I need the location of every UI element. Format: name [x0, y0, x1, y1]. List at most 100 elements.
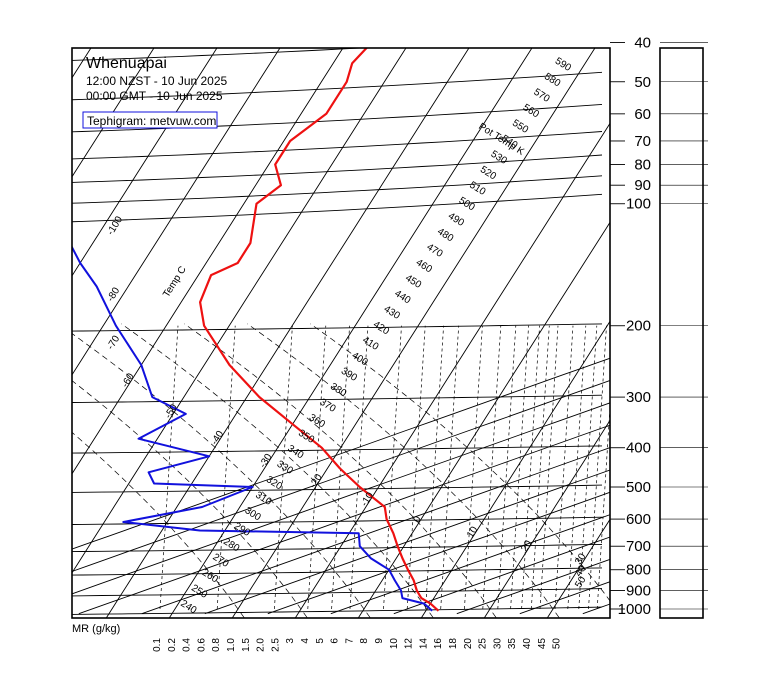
- isotherm-line: [0, 24, 43, 617]
- temperature-profile: [199, 48, 440, 612]
- pressure-label: 200: [626, 318, 651, 335]
- mixing-ratio-label: 8: [359, 638, 370, 644]
- mixing-ratio-line: [567, 325, 587, 610]
- isobar-line: [72, 154, 603, 183]
- mixing-ratio-label: 18: [448, 638, 459, 650]
- isotherm-label: -70: [105, 333, 122, 351]
- pressure-label: 60: [634, 106, 651, 123]
- mixing-ratio-label: 20: [463, 638, 474, 650]
- mixing-ratio-label: 10: [389, 638, 400, 650]
- isotherm-label: 0: [412, 514, 425, 525]
- temp-axis-label: Temp C: [161, 265, 189, 300]
- mixing-ratio-line: [274, 325, 293, 610]
- isentrope-label: 500: [457, 195, 477, 213]
- isotherm-line: [737, 24, 760, 617]
- mixing-ratio-line: [440, 325, 460, 610]
- mixing-ratio-label: 0.6: [196, 638, 207, 652]
- mixing-ratio-label: 3: [285, 638, 296, 644]
- pressure-label: 300: [626, 389, 651, 406]
- isobar-line: [72, 323, 603, 332]
- isentrope-label: 440: [392, 288, 412, 306]
- isentrope-label: 390: [339, 366, 359, 384]
- mixing-ratio-line: [331, 325, 350, 610]
- moist-adiabat-line: [72, 431, 245, 618]
- mixing-ratio-label: 7: [344, 638, 355, 644]
- isotherm-line: [547, 518, 610, 618]
- isentrope-label: 520: [478, 164, 498, 182]
- mixing-ratio-label: 25: [478, 638, 489, 650]
- isentrope-label: 260: [200, 567, 220, 585]
- pressure-label: 70: [634, 133, 651, 150]
- mixing-ratio-line: [349, 325, 369, 610]
- mixing-ratio-line: [307, 325, 327, 610]
- moist-adiabat-line: [310, 323, 610, 602]
- pressure-label: 40: [634, 35, 651, 52]
- isentrope-line: [141, 447, 610, 615]
- moist-adiabat-line: [121, 323, 434, 618]
- mixing-ratio-label: 12: [404, 638, 415, 650]
- isentrope-label: 410: [360, 335, 380, 353]
- gmt-time: 00:00 GMT - 10 Jun 2025: [86, 89, 223, 103]
- mixing-ratio-label: 35: [507, 638, 518, 650]
- isentrope-line: [709, 290, 760, 613]
- isentrope-label: 240: [178, 598, 198, 616]
- isentrope-label: 340: [285, 443, 305, 461]
- isentrope-label: 460: [414, 257, 434, 275]
- isotherm-label: -60: [120, 371, 137, 389]
- isobar-line: [72, 445, 603, 454]
- isentrope-label: 490: [446, 211, 466, 229]
- mixing-ratio-label: 40: [522, 638, 533, 650]
- pressure-label: 1000: [618, 601, 651, 618]
- isobar-line: [72, 516, 603, 525]
- pressure-label: 500: [626, 479, 651, 496]
- pressure-label: 800: [626, 562, 651, 579]
- isentrope-label: 360: [307, 412, 327, 430]
- isentrope-label: 380: [328, 381, 348, 399]
- local-time: 12:00 NZST - 10 Jun 2025: [86, 74, 228, 88]
- isobar-line: [72, 103, 603, 133]
- mixing-ratio-label: 2.5: [270, 638, 281, 652]
- isotherm-label: -80: [105, 285, 122, 303]
- isotherm-line: [295, 122, 610, 618]
- isentrope-line: [72, 402, 610, 595]
- isentrope-label: 510: [467, 180, 487, 198]
- isentrope-label: 300: [243, 505, 263, 523]
- pressure-label: 90: [634, 177, 651, 194]
- isotherm-label: 20: [519, 538, 534, 554]
- isotherm-line: [484, 419, 610, 618]
- isentrope-label: 590: [553, 56, 573, 74]
- isobar-line: [72, 543, 603, 553]
- dewpoint-profile: [72, 245, 433, 612]
- isobar-line: [72, 193, 603, 223]
- isentrope-line: [78, 424, 610, 615]
- mixing-ratio-line: [497, 325, 517, 610]
- mr-axis-label: MR (g/kg): [72, 623, 120, 635]
- isotherm-label: 10: [465, 524, 480, 540]
- mixing-ratio-label: 1.0: [226, 638, 237, 652]
- source-label: Tephigram: metvuw.com: [87, 114, 216, 128]
- isotherm-line: [674, 24, 760, 617]
- mixing-ratio-line: [588, 325, 607, 610]
- isentrope-label: 310: [253, 490, 273, 508]
- isotherm-label: 50: [573, 574, 588, 590]
- mixing-ratio-line: [425, 325, 444, 610]
- isentrope-label: 570: [532, 87, 552, 105]
- isentrope-label: 280: [221, 536, 241, 554]
- isobar-line: [72, 606, 603, 615]
- mixing-ratio-label: 0.2: [167, 638, 178, 652]
- mixing-ratio-axis: 0.1 0.2 0.4 0.6 0.8 1.0 1.5 2.0 2.5 3 4 5 6 7 8 9 10 12 14…: [152, 638, 563, 652]
- isotherm-line: [72, 48, 344, 475]
- isotherm-label: -100: [105, 214, 125, 237]
- mixing-ratio-line: [673, 326, 691, 609]
- mixing-ratio-line: [530, 325, 550, 610]
- isobar-line: [72, 394, 603, 403]
- isentrope-line: [330, 514, 610, 615]
- mixing-ratio-label: 5: [315, 638, 326, 644]
- isotherm-line: [358, 221, 610, 618]
- isentrope-label: 580: [542, 71, 562, 89]
- isobar-line: [72, 48, 369, 61]
- mixing-ratio-line: [596, 402, 610, 610]
- pressure-label: 900: [626, 583, 651, 600]
- sounding-profiles: [72, 48, 440, 612]
